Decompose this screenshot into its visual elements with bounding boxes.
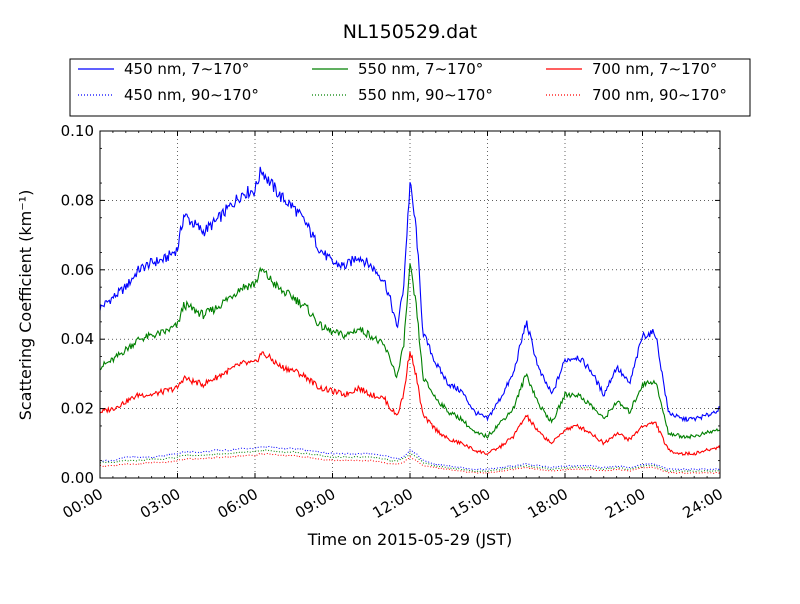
y-tick-label: 0.04 (61, 330, 94, 348)
y-tick-label: 0.08 (61, 191, 94, 209)
legend-label: 550 nm, 7∼170° (358, 60, 483, 78)
series-line-6 (99, 452, 721, 474)
legend-label: 700 nm, 90∼170° (592, 86, 727, 104)
y-tick-label: 0.06 (61, 261, 94, 279)
legend-label: 550 nm, 90∼170° (358, 86, 493, 104)
series-line-2 (99, 263, 721, 440)
legend-label: 450 nm, 7∼170° (124, 60, 249, 78)
legend-label: 450 nm, 90∼170° (124, 86, 259, 104)
y-tick-label: 0.00 (61, 469, 94, 487)
series-line-1 (99, 166, 721, 423)
series-line-5 (99, 449, 721, 473)
series-line-4 (99, 445, 721, 471)
y-tick-label: 0.02 (61, 400, 94, 418)
grid-lines (100, 131, 720, 478)
chart-title: NL150529.dat (343, 21, 478, 43)
legend: 450 nm, 7∼170° 550 nm, 7∼170° 700 nm, 7∼17… (69, 58, 751, 117)
x-axis-label: Time on 2015-05-29 (JST) (307, 530, 512, 549)
y-axis-label: Scattering Coefficient (km⁻¹) (16, 190, 35, 421)
series-line-3 (99, 351, 721, 457)
legend-box (69, 58, 751, 117)
legend-label: 700 nm, 7∼170° (592, 60, 717, 78)
y-tick-label: 0.10 (61, 122, 94, 140)
series-lines (99, 166, 721, 474)
